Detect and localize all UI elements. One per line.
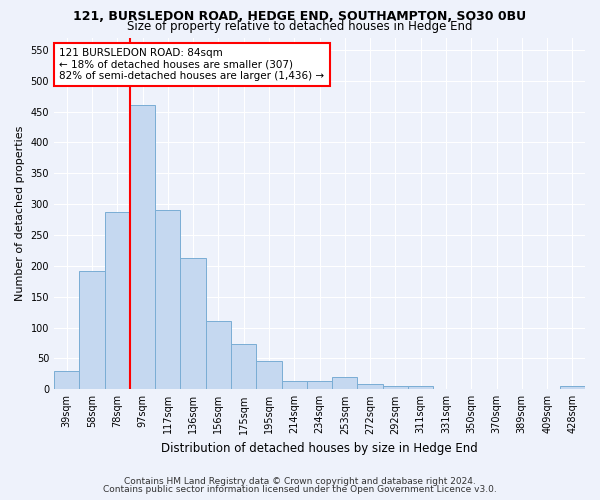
Bar [332,377,358,390]
Bar [54,371,79,390]
Text: 121 BURSLEDON ROAD: 84sqm
← 18% of detached houses are smaller (307)
82% of semi: 121 BURSLEDON ROAD: 84sqm ← 18% of detac… [59,48,325,82]
X-axis label: Distribution of detached houses by size in Hedge End: Distribution of detached houses by size … [161,442,478,455]
Bar [383,386,408,390]
Bar [206,322,231,390]
Bar [155,210,181,390]
Bar [181,258,206,390]
Bar [256,361,281,390]
Bar [281,382,307,390]
Bar [307,382,332,390]
Bar [79,271,104,390]
Bar [104,212,130,390]
Text: Contains HM Land Registry data © Crown copyright and database right 2024.: Contains HM Land Registry data © Crown c… [124,477,476,486]
Bar [358,384,383,390]
Bar [231,344,256,390]
Y-axis label: Number of detached properties: Number of detached properties [15,126,25,301]
Text: Size of property relative to detached houses in Hedge End: Size of property relative to detached ho… [127,20,473,33]
Bar [408,386,433,390]
Text: 121, BURSLEDON ROAD, HEDGE END, SOUTHAMPTON, SO30 0BU: 121, BURSLEDON ROAD, HEDGE END, SOUTHAMP… [73,10,527,23]
Text: Contains public sector information licensed under the Open Government Licence v3: Contains public sector information licen… [103,485,497,494]
Bar [560,386,585,390]
Bar [130,106,155,390]
